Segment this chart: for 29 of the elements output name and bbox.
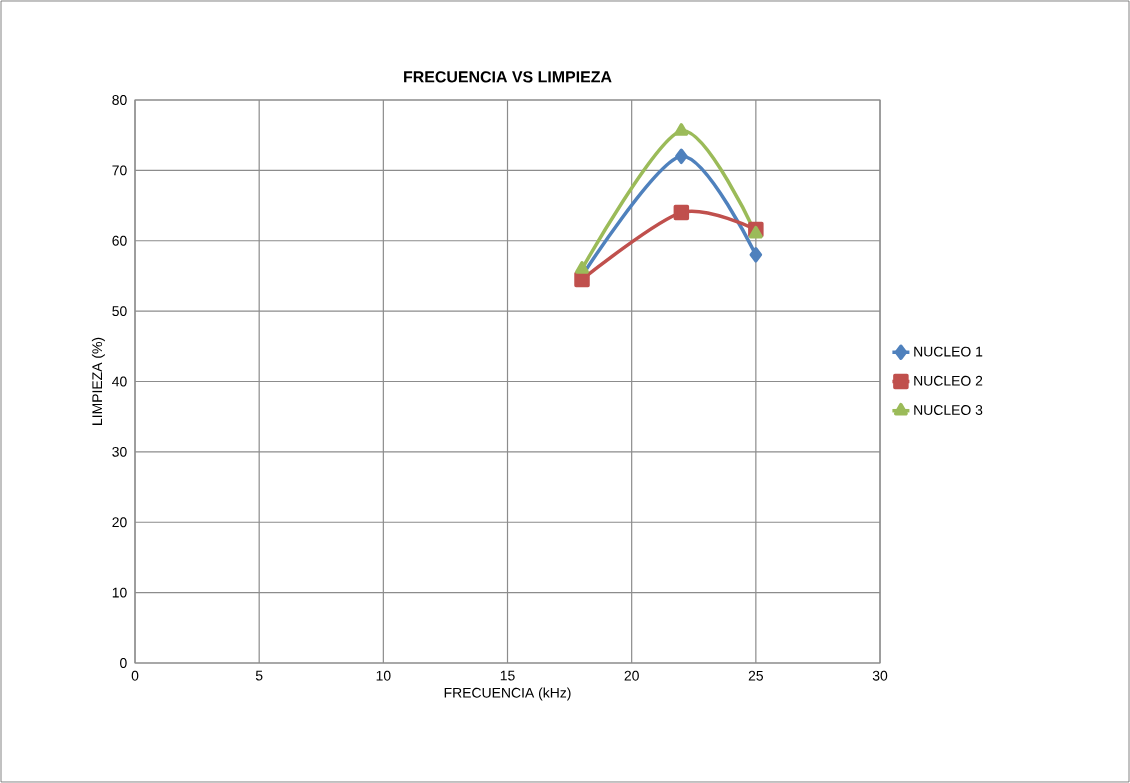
point <box>575 261 589 274</box>
x-tick-label: 5 <box>255 670 263 681</box>
chart-title: FRECUENCIA VS LIMPIEZA <box>404 71 612 83</box>
point <box>748 225 763 239</box>
point <box>749 247 763 263</box>
x-tick-label: 25 <box>748 670 764 681</box>
point <box>675 148 688 165</box>
y-tick-label: 10 <box>112 587 127 598</box>
y-axis-title: LIMPIEZA (%) <box>91 337 105 425</box>
x-tick-label: 30 <box>872 670 888 681</box>
point <box>673 204 690 221</box>
legend-label: NUCLEO 3 <box>914 405 983 415</box>
y-tick-label: 60 <box>112 235 127 246</box>
x-tick-label: 15 <box>500 670 515 681</box>
point <box>574 271 590 288</box>
y-tick-label: 0 <box>120 658 127 668</box>
y-tick-label: 80 <box>112 95 127 105</box>
legend-label: NUCLEO 1 <box>914 346 983 357</box>
legend-label: NUCLEO 2 <box>914 375 983 386</box>
x-tick-label: 0 <box>131 670 139 681</box>
y-tick-label: 30 <box>112 446 127 457</box>
x-axis-title: FRECUENCIA (kHz) <box>444 687 571 701</box>
y-tick-label: 20 <box>112 517 127 528</box>
x-tick-label: 20 <box>624 670 639 681</box>
y-tick-label: 50 <box>112 306 127 317</box>
y-tick-label: 40 <box>112 376 127 387</box>
x-tick-label: 10 <box>376 670 391 681</box>
y-tick-label: 70 <box>112 165 127 176</box>
point <box>674 123 689 136</box>
